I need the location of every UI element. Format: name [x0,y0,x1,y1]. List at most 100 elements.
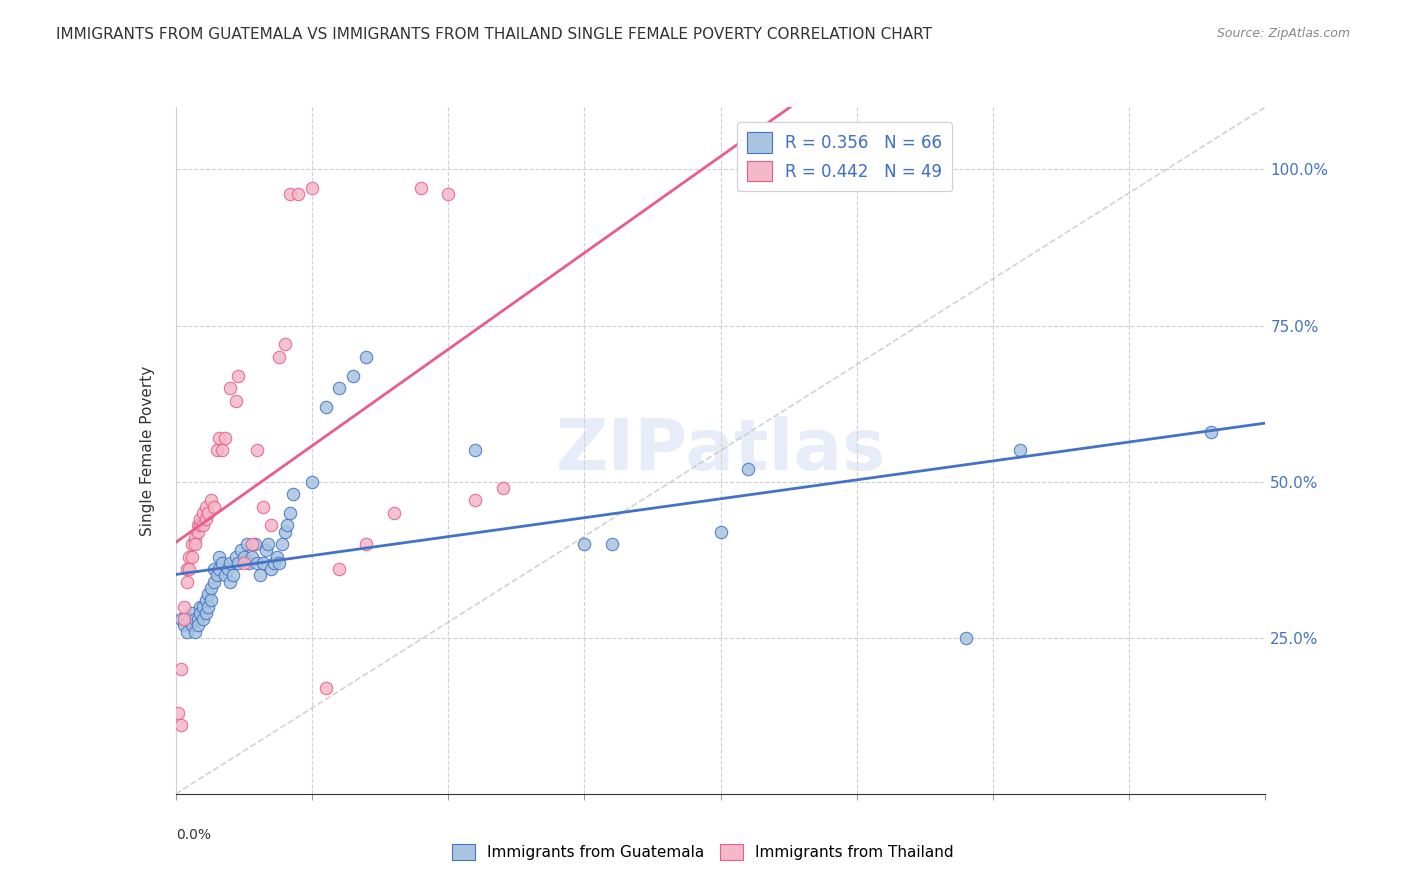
Text: IMMIGRANTS FROM GUATEMALA VS IMMIGRANTS FROM THAILAND SINGLE FEMALE POVERTY CORR: IMMIGRANTS FROM GUATEMALA VS IMMIGRANTS … [56,27,932,42]
Point [232,549,254,564]
Legend: Immigrants from Guatemala, Immigrants from Thailand: Immigrants from Guatemala, Immigrants fr… [446,838,960,866]
Point [167,706,190,720]
Point [214,568,236,582]
Point [260,562,283,576]
Point [191,599,214,614]
Point [197,506,219,520]
Point [409,181,432,195]
Point [186,612,209,626]
Point [181,549,204,564]
Point [1199,425,1222,439]
Point [252,500,274,514]
Point [179,612,201,626]
Point [184,624,207,639]
Point [225,393,247,408]
Point [356,537,378,551]
Point [197,599,219,614]
Point [464,493,486,508]
Point [217,562,239,576]
Point [235,537,257,551]
Point [274,524,297,539]
Point [197,587,219,601]
Point [194,500,217,514]
Point [252,556,274,570]
Point [737,462,759,476]
Point [260,518,283,533]
Point [228,556,250,570]
Point [211,556,233,570]
Point [231,543,253,558]
Text: 0.0%: 0.0% [176,828,211,842]
Point [238,556,260,570]
Point [257,537,280,551]
Point [188,512,211,526]
Point [202,574,225,589]
Y-axis label: Single Female Poverty: Single Female Poverty [141,366,155,535]
Point [176,624,198,639]
Point [176,574,198,589]
Point [356,350,378,364]
Point [176,562,198,576]
Point [200,493,222,508]
Point [173,599,195,614]
Point [278,506,301,520]
Point [173,612,195,626]
Point [254,543,277,558]
Point [191,506,214,520]
Point [232,556,254,570]
Point [179,549,201,564]
Point [225,549,247,564]
Point [276,518,298,533]
Point [243,537,266,551]
Point [211,443,233,458]
Text: Source: ZipAtlas.com: Source: ZipAtlas.com [1216,27,1350,40]
Point [710,524,733,539]
Point [186,518,209,533]
Point [194,593,217,607]
Point [315,400,337,414]
Point [328,381,350,395]
Point [188,606,211,620]
Point [246,556,269,570]
Point [170,612,193,626]
Point [1010,443,1032,458]
Point [179,562,201,576]
Point [170,718,193,732]
Point [263,556,285,570]
Point [287,187,309,202]
Point [202,500,225,514]
Point [184,531,207,545]
Point [246,443,269,458]
Point [188,518,211,533]
Point [271,537,294,551]
Text: ZIPatlas: ZIPatlas [555,416,886,485]
Point [955,631,977,645]
Point [600,537,623,551]
Point [278,187,301,202]
Point [200,593,222,607]
Point [219,381,242,395]
Point [194,606,217,620]
Point [342,368,364,383]
Point [301,475,323,489]
Point [240,549,263,564]
Point [281,487,304,501]
Point [170,662,193,676]
Point [181,618,204,632]
Point [181,606,204,620]
Point [219,556,242,570]
Point [437,187,460,202]
Point [464,443,486,458]
Point [184,612,207,626]
Point [301,181,323,195]
Point [202,562,225,576]
Point [205,443,228,458]
Point [191,612,214,626]
Legend: R = 0.356   N = 66, R = 0.442   N = 49: R = 0.356 N = 66, R = 0.442 N = 49 [737,122,952,191]
Point [249,568,271,582]
Point [222,568,245,582]
Point [208,431,231,445]
Point [315,681,337,695]
Point [269,350,291,364]
Point [274,337,297,351]
